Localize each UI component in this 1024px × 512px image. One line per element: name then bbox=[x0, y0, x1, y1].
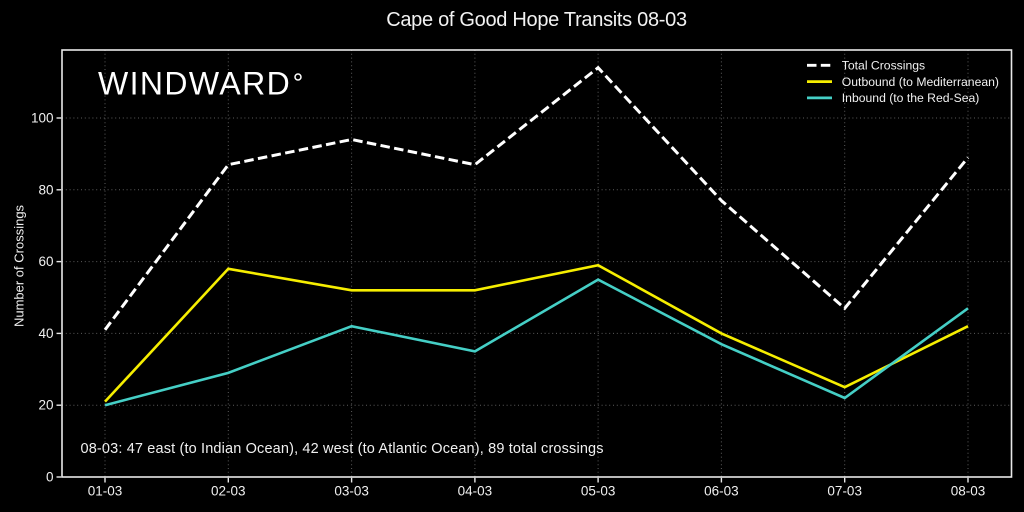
svg-text:WINDWARD: WINDWARD bbox=[98, 66, 291, 102]
svg-text:60: 60 bbox=[38, 254, 53, 269]
svg-text:0: 0 bbox=[46, 470, 54, 485]
svg-text:05-03: 05-03 bbox=[581, 484, 616, 499]
svg-text:Inbound (to the Red-Sea): Inbound (to the Red-Sea) bbox=[842, 91, 980, 105]
svg-text:20: 20 bbox=[38, 398, 53, 413]
svg-text:08-03: 08-03 bbox=[951, 484, 986, 499]
svg-text:80: 80 bbox=[38, 182, 53, 197]
svg-text:03-03: 03-03 bbox=[334, 484, 369, 499]
svg-text:Cape of Good Hope Transits 08-: Cape of Good Hope Transits 08-03 bbox=[386, 9, 687, 31]
svg-text:Outbound (to Mediterranean): Outbound (to Mediterranean) bbox=[842, 75, 999, 89]
svg-text:Number of Crossings: Number of Crossings bbox=[12, 204, 27, 327]
svg-text:06-03: 06-03 bbox=[704, 484, 739, 499]
svg-text:40: 40 bbox=[38, 326, 53, 341]
svg-text:01-03: 01-03 bbox=[88, 484, 123, 499]
svg-text:02-03: 02-03 bbox=[211, 484, 246, 499]
svg-text:07-03: 07-03 bbox=[827, 484, 862, 499]
svg-text:100: 100 bbox=[31, 111, 54, 126]
svg-text:08-03: 47 east (to Indian Ocea: 08-03: 47 east (to Indian Ocean), 42 wes… bbox=[81, 441, 604, 457]
svg-text:04-03: 04-03 bbox=[458, 484, 493, 499]
svg-text:Total Crossings: Total Crossings bbox=[842, 59, 925, 73]
